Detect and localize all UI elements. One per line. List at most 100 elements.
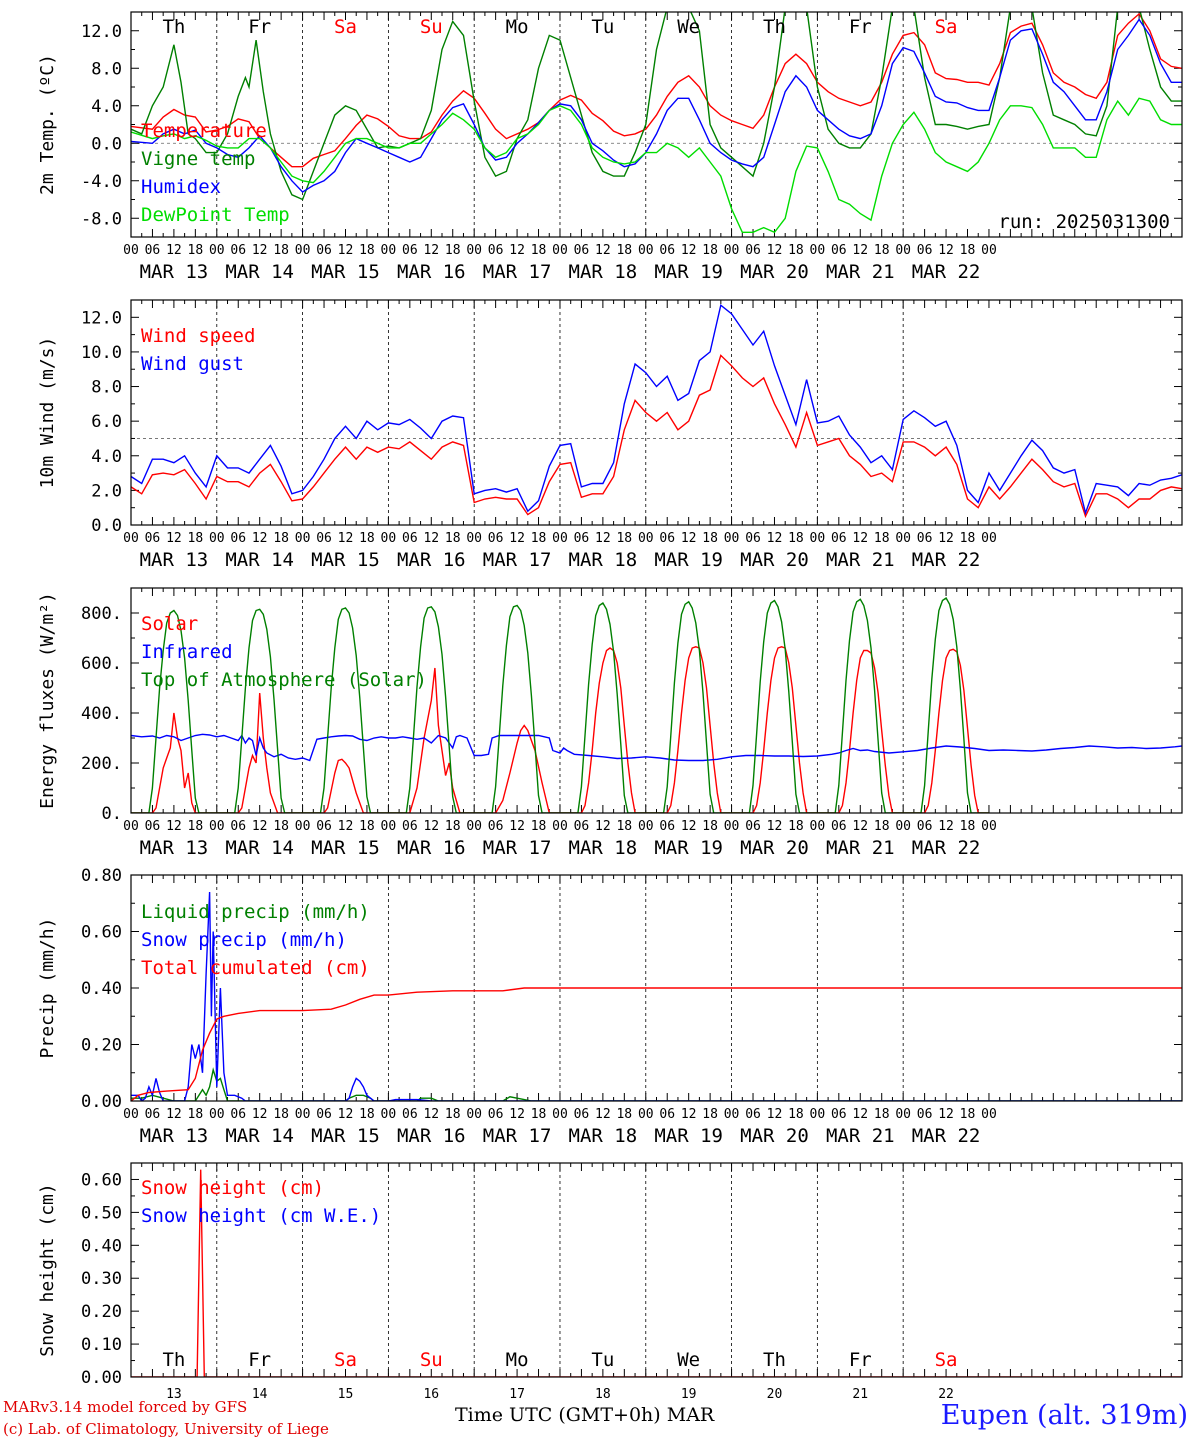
day-name: We bbox=[677, 16, 700, 38]
y-tick-label: 600. bbox=[81, 654, 122, 674]
hour-tick-label: 06 bbox=[402, 819, 418, 834]
hour-tick-label: 18 bbox=[188, 243, 204, 258]
hour-tick-label: 18 bbox=[616, 1107, 632, 1122]
y-tick-label: 4.0 bbox=[91, 447, 122, 467]
hour-tick-label: 12 bbox=[166, 1107, 182, 1122]
hour-tick-label: 00 bbox=[552, 243, 568, 258]
day-name-bottom: Su bbox=[420, 1349, 443, 1371]
hour-tick-label: 18 bbox=[273, 531, 289, 546]
hour-tick-label: 18 bbox=[531, 531, 547, 546]
hour-tick-label: 00 bbox=[295, 243, 311, 258]
series-line-dewpoint-temp bbox=[131, 97, 1182, 234]
hour-tick-label: 00 bbox=[810, 1107, 826, 1122]
day-name: Sa bbox=[935, 16, 958, 38]
hour-tick-label: 12 bbox=[681, 531, 697, 546]
date-label: MAR 17 bbox=[483, 1125, 552, 1147]
hour-tick-label: 00 bbox=[381, 531, 397, 546]
hour-tick-label: 18 bbox=[445, 1107, 461, 1122]
bottom-axis-month: MAR bbox=[666, 1404, 715, 1426]
hour-tick-label: 18 bbox=[445, 243, 461, 258]
hour-tick-label: 12 bbox=[252, 819, 268, 834]
y-tick-label: 0.0 bbox=[91, 516, 122, 536]
plot-frame bbox=[130, 299, 1183, 526]
date-label: MAR 15 bbox=[311, 261, 380, 283]
hour-tick-label: 06 bbox=[145, 1107, 161, 1122]
hour-tick-label: 00 bbox=[209, 531, 225, 546]
hour-tick-label: 00 bbox=[295, 1107, 311, 1122]
hour-tick-label: 12 bbox=[252, 243, 268, 258]
y-tick-label: 800. bbox=[81, 604, 122, 624]
hour-tick-label: 12 bbox=[595, 1107, 611, 1122]
hour-tick-label: 00 bbox=[209, 819, 225, 834]
day-name-bottom: Fr bbox=[248, 1349, 271, 1371]
hour-tick-label: 18 bbox=[359, 531, 375, 546]
y-tick-label: 400. bbox=[81, 704, 122, 724]
hour-tick-label: 18 bbox=[188, 1107, 204, 1122]
hour-tick-label: 00 bbox=[981, 531, 997, 546]
y-tick-label: 0.60 bbox=[81, 923, 122, 943]
hour-tick-label: 12 bbox=[938, 243, 954, 258]
hour-tick-label: 00 bbox=[123, 531, 139, 546]
hour-tick-label: 06 bbox=[831, 531, 847, 546]
hour-tick-label: 00 bbox=[552, 1107, 568, 1122]
plot-frame bbox=[130, 1162, 1183, 1378]
hour-tick-label: 06 bbox=[831, 1107, 847, 1122]
day-name-bottom: Fr bbox=[849, 1349, 872, 1371]
hour-tick-label: 12 bbox=[681, 819, 697, 834]
hour-tick-label: 18 bbox=[788, 531, 804, 546]
hour-tick-label: 00 bbox=[123, 243, 139, 258]
y-tick-label: 8.0 bbox=[91, 378, 122, 398]
date-label: MAR 20 bbox=[740, 261, 809, 283]
hour-tick-label: 00 bbox=[209, 243, 225, 258]
hour-tick-label: 18 bbox=[874, 243, 890, 258]
y-tick-label: 0.60 bbox=[81, 1170, 122, 1190]
hour-tick-label: 12 bbox=[338, 1107, 354, 1122]
hour-tick-label: 12 bbox=[852, 1107, 868, 1122]
date-label: MAR 19 bbox=[654, 1125, 723, 1147]
y-tick-label: 6.0 bbox=[91, 412, 122, 432]
day-name: Th bbox=[162, 16, 185, 38]
legend-entry: Wind gust bbox=[141, 353, 244, 375]
date-label: MAR 13 bbox=[140, 1125, 209, 1147]
hour-tick-label: 18 bbox=[960, 819, 976, 834]
hour-tick-label: 18 bbox=[702, 243, 718, 258]
hour-tick-label: 00 bbox=[552, 819, 568, 834]
date-label: MAR 19 bbox=[654, 261, 723, 283]
y-tick-label: 0.80 bbox=[81, 866, 122, 886]
series-line-vigne-temp bbox=[131, 12, 1182, 201]
y-tick-label: 4.0 bbox=[91, 97, 122, 117]
legend-entry: Snow precip (mm/h) bbox=[141, 929, 347, 951]
y-axis-label: 2m Temp. (ºC) bbox=[37, 54, 58, 195]
hour-tick-label: 18 bbox=[702, 819, 718, 834]
hour-tick-label: 12 bbox=[423, 819, 439, 834]
series-line-humidex bbox=[131, 18, 1182, 193]
hour-tick-label: 00 bbox=[466, 531, 482, 546]
hour-tick-label: 18 bbox=[273, 819, 289, 834]
hour-tick-label: 06 bbox=[316, 819, 332, 834]
day-number: 17 bbox=[509, 1387, 525, 1402]
hour-tick-label: 12 bbox=[938, 819, 954, 834]
hour-tick-label: 12 bbox=[423, 1107, 439, 1122]
hour-tick-label: 18 bbox=[616, 819, 632, 834]
hour-tick-label: 00 bbox=[466, 819, 482, 834]
date-label: MAR 18 bbox=[569, 261, 638, 283]
hour-tick-label: 06 bbox=[745, 819, 761, 834]
y-tick-label: 0.00 bbox=[81, 1368, 122, 1388]
panel-5: 0.00 0.10 0.20 0.30 0.40 0.50 0.60 Snow height … bbox=[37, 1162, 1183, 1402]
hour-tick-label: 00 bbox=[552, 531, 568, 546]
hour-tick-label: 00 bbox=[895, 819, 911, 834]
hour-tick-label: 18 bbox=[273, 1107, 289, 1122]
date-label: MAR 18 bbox=[569, 1125, 638, 1147]
day-name: Fr bbox=[248, 16, 271, 38]
hour-tick-label: 00 bbox=[895, 1107, 911, 1122]
hour-tick-label: 12 bbox=[595, 531, 611, 546]
day-number: 16 bbox=[423, 1387, 439, 1402]
day-number: 19 bbox=[681, 1387, 697, 1402]
hour-tick-label: 06 bbox=[745, 1107, 761, 1122]
hour-tick-label: 12 bbox=[595, 243, 611, 258]
y-tick-label: -4.0 bbox=[81, 172, 122, 192]
hour-tick-label: 18 bbox=[874, 1107, 890, 1122]
date-label: MAR 17 bbox=[483, 261, 552, 283]
day-name: Sa bbox=[334, 16, 357, 38]
legend-entry: DewPoint Temp bbox=[141, 204, 290, 226]
